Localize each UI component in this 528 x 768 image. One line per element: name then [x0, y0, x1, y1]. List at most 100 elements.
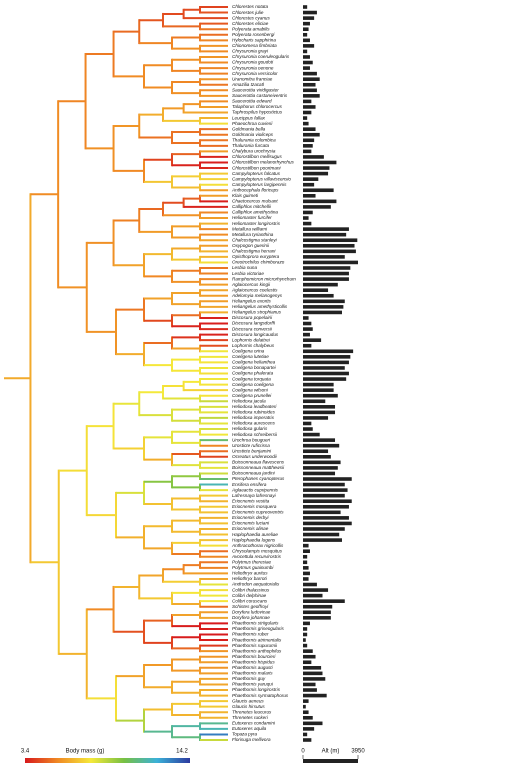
species-label: Hylocharis sapphirina [232, 38, 276, 43]
bar [303, 510, 341, 515]
bar [303, 182, 315, 187]
species-label: Glaucis hirsutus [232, 704, 265, 709]
bar [303, 577, 309, 581]
species-label: Coeligena wilsoni [232, 387, 269, 392]
bar [303, 366, 345, 370]
bar [303, 249, 356, 254]
species-label: Campylopterus villaviscensio [232, 176, 291, 181]
species-label: Chrysuronia oenone [232, 65, 274, 70]
bar [303, 427, 313, 431]
species-label: Calliphlox amethystina [232, 210, 278, 215]
bar [303, 377, 347, 381]
species-label: Phaethornis guy [232, 676, 266, 681]
bar [303, 471, 336, 476]
species-label: Talaphorus chlorocercus [232, 104, 283, 109]
species-label: Haplophaedia lugens [232, 537, 276, 542]
bar [303, 571, 310, 576]
bar [303, 488, 348, 492]
species-label: Calliphlox mitchellii [232, 204, 272, 209]
bar [303, 27, 309, 32]
species-label: Phaethornis striigularis [232, 621, 279, 626]
species-label: Chrysuronia goudoti [232, 60, 274, 65]
species-label: Phaeochroa cuvierii [232, 121, 273, 126]
species-label: Coeligena phalerata [232, 371, 274, 376]
bar [303, 221, 312, 226]
bar [303, 721, 323, 726]
bar [303, 621, 310, 626]
bar [303, 310, 342, 315]
species-label: Chionomesa fimbriata [232, 43, 277, 48]
species-label: Coeligena helianthea [232, 360, 276, 365]
species-label: Heliangelus amethysticollis [232, 304, 288, 309]
bar [303, 127, 316, 131]
bar [303, 432, 320, 437]
bar [303, 504, 349, 509]
bar [303, 210, 313, 215]
bar [303, 538, 342, 542]
species-label: Chlorestes notata [232, 4, 268, 9]
species-label: Urosticte ruficrissa [232, 443, 270, 448]
bar [303, 205, 331, 209]
bar [303, 321, 312, 326]
x-tick-label: 0 [301, 749, 305, 755]
bar [303, 238, 358, 243]
bar [303, 94, 320, 98]
bar [303, 527, 345, 531]
species-label: Phaethornis ruber [232, 632, 269, 637]
species-label: Polytmus theresiae [232, 560, 272, 565]
species-label: Heliodoxa rubinoides [232, 410, 276, 415]
species-label: Chalcostigma stanleyi [232, 237, 278, 242]
bar [303, 316, 309, 320]
bar [303, 654, 316, 659]
species-label: Avocettula recurvirostris [231, 554, 282, 559]
bar [303, 271, 349, 276]
species-label: Coeligena bonapartei [232, 365, 277, 370]
bar [303, 121, 309, 126]
species-label: Klais guimeti [232, 193, 259, 198]
bar [303, 171, 329, 176]
species-label: Chrysuronia versicolor [232, 71, 278, 76]
species-label: Oxypogon guerinii [232, 243, 270, 248]
species-label: Chlorostilbon poortmani [232, 165, 281, 170]
species-label: Androdon aequatorialis [231, 582, 280, 587]
bar [303, 194, 316, 198]
species-label: Eriocnemis cupreoventris [232, 510, 284, 515]
bar [303, 44, 315, 48]
colorbar-max-label: 14.2 [176, 749, 188, 755]
species-label: Anthocephala floriceps [231, 187, 279, 192]
species-label: Coeligena coeligena [232, 382, 274, 387]
bar [303, 671, 323, 676]
species-label: Lophornis chalybeus [232, 343, 275, 348]
bar [303, 482, 345, 487]
species-label: Ensifera ensifera [232, 482, 267, 487]
bar [303, 216, 309, 220]
bar [303, 449, 329, 454]
species-label: Phaethornis griseogularis [232, 626, 285, 631]
bar [303, 71, 317, 76]
bar [303, 343, 312, 348]
species-label: Heliomaster furcifer [232, 215, 272, 220]
species-label: Heliangelus exortis [232, 299, 272, 304]
bar [303, 493, 345, 498]
species-label: Phaethornis longirostris [232, 687, 281, 692]
bar [303, 138, 315, 143]
species-label: Heliodoxa leadbeateri [232, 404, 277, 409]
bar [303, 566, 309, 570]
species-label: Heliodoxa imperatrix [232, 415, 275, 420]
bar [303, 715, 313, 720]
species-label: Urosticte benjamini [232, 448, 272, 453]
species-label: Chlorestes julie [232, 10, 264, 15]
species-label: Lafresnaya lafresnayi [232, 493, 277, 498]
bar [303, 160, 337, 165]
species-label: Ocreatus underwoodii [232, 454, 278, 459]
species-label: Chrysuronia grayi [232, 49, 269, 54]
colorbar-min-label: 3.4 [21, 749, 30, 755]
axis-bar [303, 759, 358, 763]
species-label: Thalurania furcata [232, 143, 269, 148]
species-label: Saucerottia viridigaster [232, 88, 279, 93]
species-label: Campylopterus falcatus [232, 171, 281, 176]
species-label: Polyerata amabilis [232, 26, 270, 31]
bar [303, 738, 312, 742]
bar [303, 338, 322, 342]
